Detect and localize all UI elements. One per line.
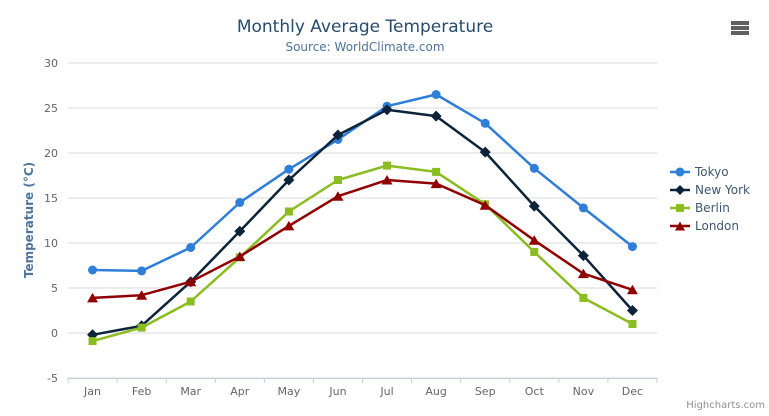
data-point-london-may[interactable] bbox=[283, 220, 295, 231]
data-point-berlin-jan[interactable] bbox=[88, 337, 97, 346]
data-point-tokyo-sep[interactable] bbox=[480, 118, 490, 128]
legend: Tokyo New York Berlin London bbox=[670, 163, 750, 235]
data-point-tokyo-nov[interactable] bbox=[578, 203, 588, 213]
data-point-tokyo-dec[interactable] bbox=[627, 242, 637, 252]
data-point-london-apr[interactable] bbox=[234, 251, 246, 262]
series-line-new-york bbox=[92, 108, 634, 337]
x-axis-label-may: May bbox=[278, 385, 301, 398]
y-axis-label: 25 bbox=[44, 102, 58, 115]
legend-marker-berlin bbox=[670, 204, 690, 212]
data-point-tokyo-may[interactable] bbox=[284, 164, 294, 174]
x-axis-label-aug: Aug bbox=[425, 385, 446, 398]
data-point-london-mar[interactable] bbox=[185, 276, 197, 287]
y-axis-title: Temperature (°C) bbox=[22, 161, 36, 279]
data-point-berlin-nov[interactable] bbox=[579, 293, 588, 302]
legend-item-london[interactable]: London bbox=[670, 217, 750, 235]
data-point-london-feb[interactable] bbox=[136, 290, 148, 300]
data-point-berlin-feb[interactable] bbox=[137, 323, 146, 332]
legend-label-tokyo: Tokyo bbox=[695, 165, 729, 179]
y-axis-label: 15 bbox=[44, 192, 58, 205]
credits-link[interactable]: Highcharts.com bbox=[686, 400, 765, 411]
y-axis-label: 0 bbox=[51, 327, 58, 340]
data-point-london-jan[interactable] bbox=[87, 292, 99, 303]
hamburger-bar bbox=[731, 26, 749, 30]
data-point-new-york-jul[interactable] bbox=[381, 104, 393, 116]
legend-marker-tokyo bbox=[670, 167, 690, 177]
data-point-berlin-mar[interactable] bbox=[186, 297, 195, 306]
data-point-london-oct[interactable] bbox=[528, 235, 540, 245]
data-point-tokyo-aug[interactable] bbox=[431, 90, 441, 99]
data-point-berlin-jul[interactable] bbox=[383, 161, 392, 170]
x-axis-label-nov: Nov bbox=[573, 385, 595, 398]
y-axis-label: 5 bbox=[51, 282, 58, 295]
x-axis-label-sep: Sep bbox=[475, 385, 496, 398]
data-point-berlin-may[interactable] bbox=[284, 207, 293, 216]
data-point-new-york-aug[interactable] bbox=[430, 110, 442, 122]
data-point-london-aug[interactable] bbox=[430, 178, 442, 189]
x-axis-label-jun: Jun bbox=[328, 385, 346, 398]
data-point-london-dec[interactable] bbox=[626, 284, 638, 295]
data-point-berlin-dec[interactable] bbox=[628, 320, 637, 328]
x-axis-label-feb: Feb bbox=[132, 385, 151, 398]
y-axis-label: 10 bbox=[44, 237, 58, 250]
data-point-london-nov[interactable] bbox=[577, 268, 589, 279]
data-point-tokyo-apr[interactable] bbox=[235, 198, 245, 207]
series-line-london bbox=[92, 178, 633, 300]
data-point-london-sep[interactable] bbox=[479, 200, 491, 210]
data-point-berlin-jun[interactable] bbox=[333, 176, 342, 184]
data-point-new-york-may[interactable] bbox=[283, 174, 295, 186]
data-point-tokyo-feb[interactable] bbox=[137, 266, 147, 276]
data-point-new-york-apr[interactable] bbox=[234, 225, 246, 237]
data-point-berlin-aug[interactable] bbox=[432, 167, 441, 176]
data-point-london-jul[interactable] bbox=[381, 175, 393, 185]
chart-title: Monthly Average Temperature bbox=[236, 17, 494, 37]
export-menu-button[interactable] bbox=[727, 16, 753, 40]
data-point-new-york-nov[interactable] bbox=[577, 250, 589, 262]
y-axis-label: -5 bbox=[47, 372, 58, 385]
data-point-tokyo-oct[interactable] bbox=[529, 163, 539, 173]
data-point-new-york-oct[interactable] bbox=[528, 200, 540, 212]
legend-label-new-york: New York bbox=[695, 183, 750, 197]
x-axis-label-jul: Jul bbox=[379, 385, 393, 398]
x-axis-label-mar: Mar bbox=[180, 385, 201, 398]
legend-item-new-york[interactable]: New York bbox=[670, 181, 750, 199]
x-axis-label-apr: Apr bbox=[230, 385, 250, 398]
series-line-berlin bbox=[92, 164, 634, 343]
data-point-tokyo-mar[interactable] bbox=[186, 243, 196, 252]
hamburger-menu-icon bbox=[731, 21, 749, 35]
legend-item-berlin[interactable]: Berlin bbox=[670, 199, 750, 217]
legend-marker-london bbox=[670, 221, 690, 231]
legend-marker-new-york bbox=[670, 185, 690, 195]
legend-label-berlin: Berlin bbox=[695, 201, 730, 215]
x-axis-label-jan: Jan bbox=[83, 385, 101, 398]
data-point-london-jun[interactable] bbox=[332, 191, 344, 201]
y-axis-label: 30 bbox=[44, 57, 58, 70]
hamburger-bar bbox=[731, 21, 749, 25]
legend-label-london: London bbox=[695, 219, 739, 233]
x-axis-label-oct: Oct bbox=[525, 385, 545, 398]
data-point-new-york-jun[interactable] bbox=[332, 129, 344, 141]
x-axis-label-dec: Dec bbox=[622, 385, 643, 398]
chart-subtitle: Source: WorldClimate.com bbox=[285, 40, 445, 54]
data-point-tokyo-jan[interactable] bbox=[88, 265, 98, 275]
y-axis-label: 20 bbox=[44, 147, 58, 160]
hamburger-bar bbox=[731, 31, 749, 35]
series-line-tokyo bbox=[92, 93, 634, 273]
data-point-new-york-sep[interactable] bbox=[479, 146, 491, 158]
data-point-berlin-oct[interactable] bbox=[530, 248, 539, 256]
legend-item-tokyo[interactable]: Tokyo bbox=[670, 163, 750, 181]
data-point-new-york-dec[interactable] bbox=[626, 305, 638, 316]
